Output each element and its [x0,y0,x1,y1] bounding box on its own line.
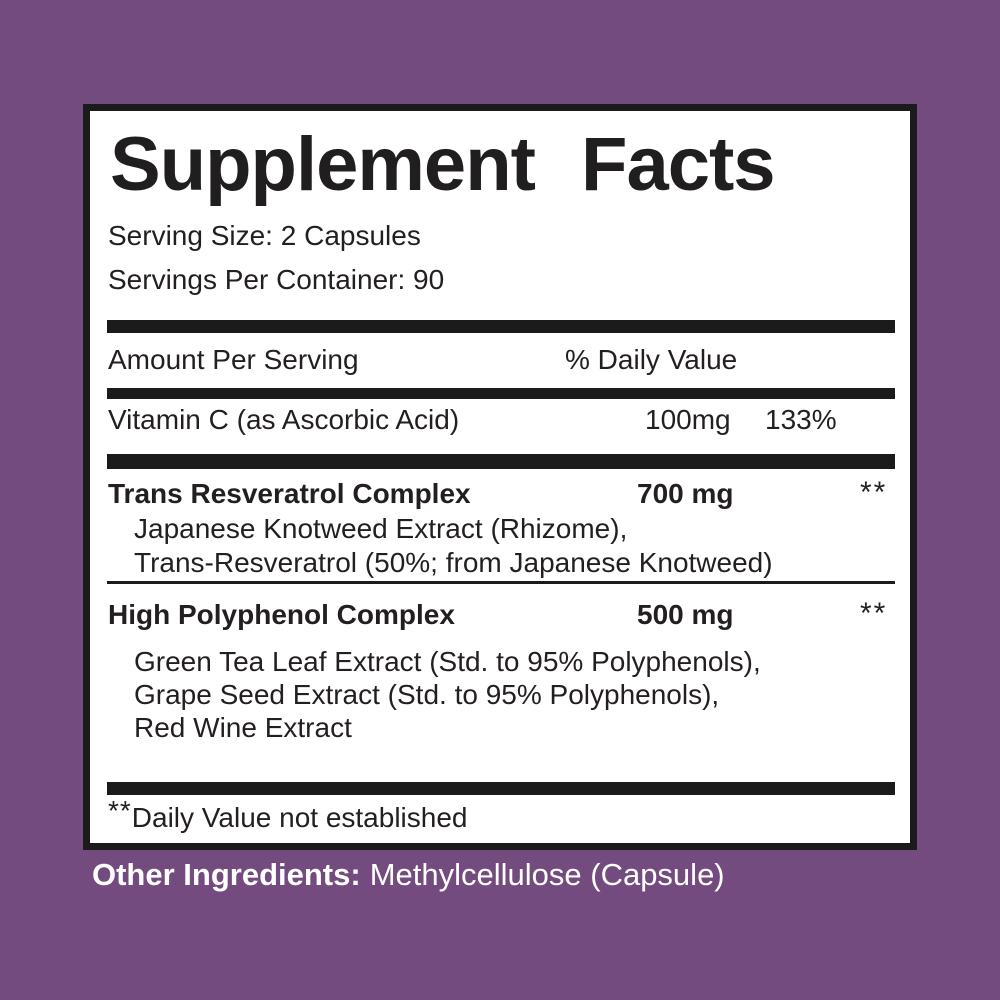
complex-name: Trans Resveratrol Complex [108,478,471,509]
column-header-daily-value: % Daily Value [565,344,738,375]
separator-rule-thin [107,581,895,584]
panel-title: Supplement Facts [110,122,776,207]
footnote-text: Daily Value not established [131,802,468,833]
footnote: **Daily Value not established [108,795,468,835]
other-ingredients-line: Other Ingredients: Methylcellulose (Capsu… [92,856,725,893]
separator-bar-header [107,388,895,399]
complex-ingredient: Trans-Resveratrol (50%; from Japanese Kn… [134,547,773,578]
other-ingredients-value: Methylcellulose (Capsule) [369,857,725,892]
complex-ingredient: Japanese Knotweed Extract (Rhizome), [134,513,628,544]
complex-amount: 500 mg [637,599,734,630]
complex-amount: 700 mg [637,478,734,509]
complex-ingredient: Green Tea Leaf Extract (Std. to 95% Poly… [134,646,761,677]
complex-ingredient: Grape Seed Extract (Std. to 95% Polyphen… [134,679,720,710]
other-ingredients-label: Other Ingredients: [92,857,361,892]
complex-daily-value-asterisks: ** [860,476,888,509]
footnote-marker: ** [108,795,132,826]
panel-content: Supplement Facts Serving Size: 2 Capsule… [90,111,910,843]
nutrient-daily-value: 133% [765,404,837,435]
nutrient-amount: 100mg [645,404,731,435]
separator-bar-top [107,320,895,333]
serving-size-line: Serving Size: 2 Capsules [108,220,421,251]
complex-ingredient: Red Wine Extract [134,712,352,743]
servings-per-container-line: Servings Per Container: 90 [108,264,445,295]
supplement-facts-panel: Supplement Facts Serving Size: 2 Capsule… [83,104,917,850]
nutrient-name: Vitamin C (as Ascorbic Acid) [108,404,460,435]
column-header-amount: Amount Per Serving [108,344,359,375]
complex-name: High Polyphenol Complex [108,599,455,630]
separator-bar-vitamin-c [107,454,895,469]
separator-bar-bottom [107,782,895,795]
complex-daily-value-asterisks: ** [860,597,888,630]
